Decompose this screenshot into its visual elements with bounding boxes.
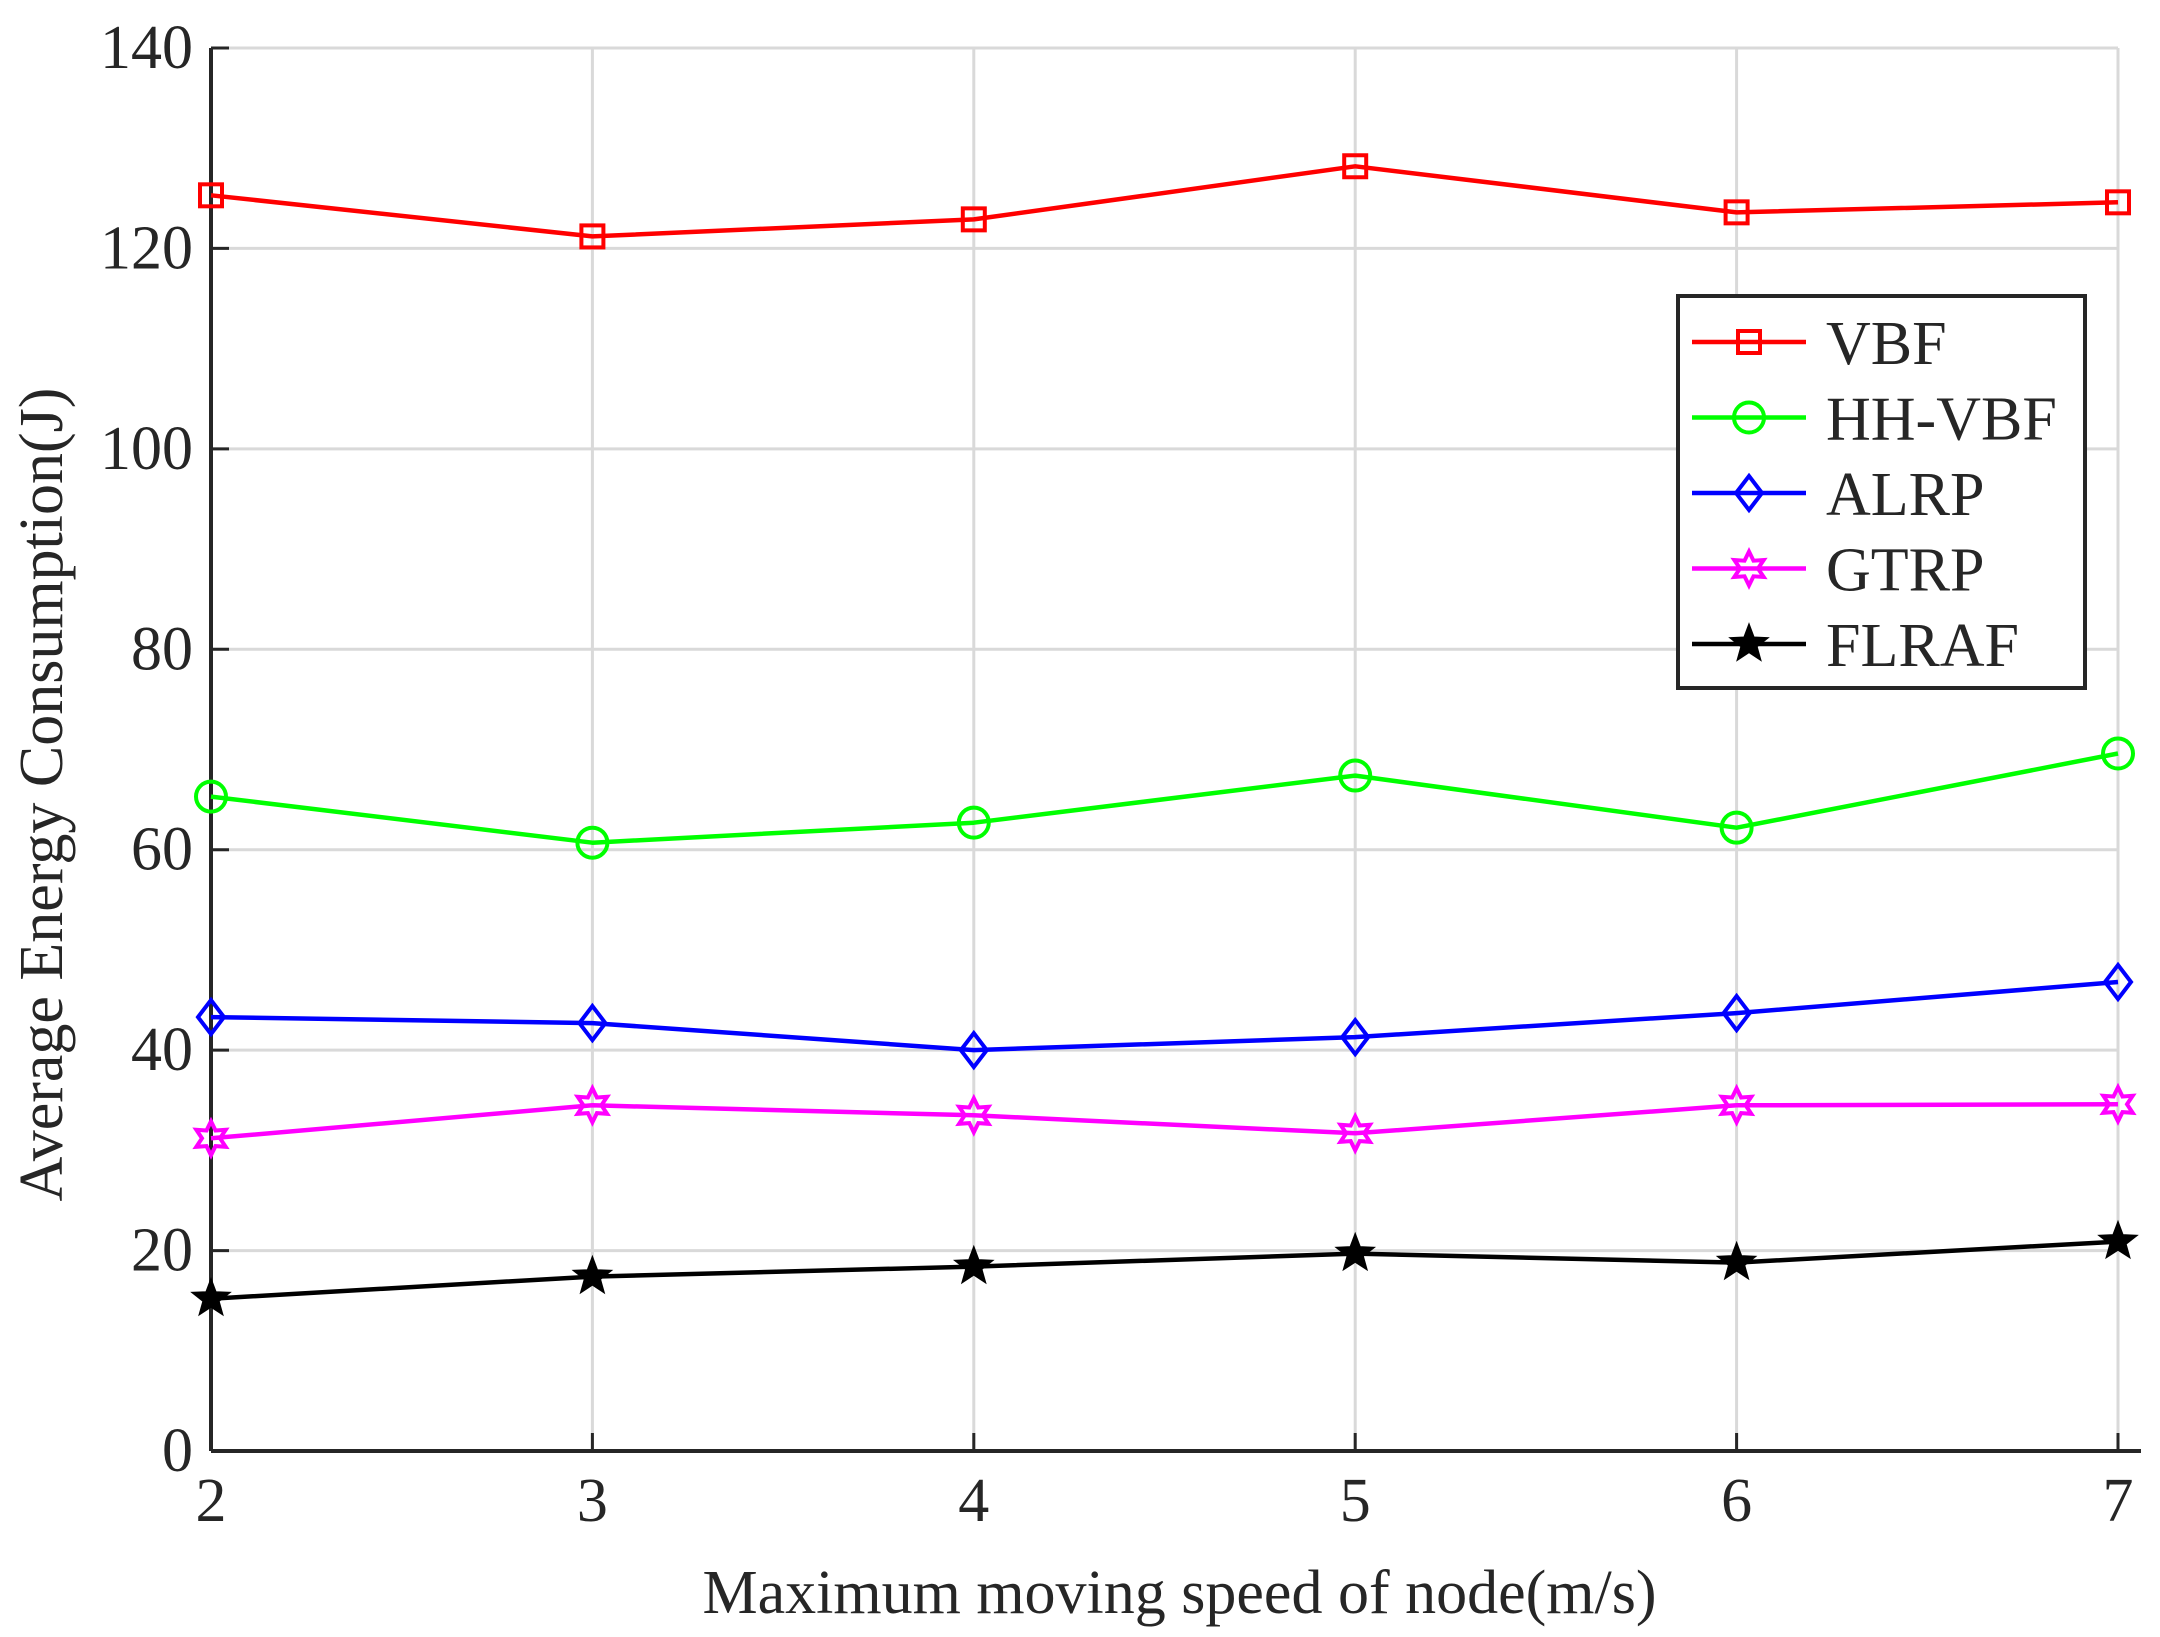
- data-point-flraf: [1334, 1231, 1377, 1272]
- y-tick-label: 60: [131, 816, 193, 884]
- series-flraf: [190, 1219, 2139, 1317]
- y-tick-label: 20: [131, 1217, 193, 1285]
- axes: [209, 46, 2141, 1453]
- y-tick-label: 40: [131, 1016, 193, 1084]
- y-tick-label: 80: [131, 615, 193, 683]
- data-point-alrp: [1721, 992, 1753, 1034]
- legend-label: GTRP: [1826, 537, 1984, 605]
- legend-item-alrp: ALRP: [1692, 461, 1984, 529]
- x-tick-label: 3: [577, 1467, 608, 1535]
- x-tick-label: 4: [958, 1467, 989, 1535]
- data-point-alrp: [958, 1029, 990, 1071]
- series-gtrp: [192, 1082, 2137, 1160]
- data-point-hh-vbf: [2101, 736, 2135, 771]
- data-point-gtrp: [2099, 1082, 2137, 1126]
- data-point-vbf: [2105, 189, 2131, 216]
- series-line-gtrp: [210, 1102, 2119, 1141]
- y-tick-label: 140: [100, 14, 193, 82]
- data-point-vbf: [1342, 153, 1369, 180]
- data-point-flraf: [2097, 1219, 2139, 1260]
- legend-label: HH-VBF: [1826, 386, 2057, 454]
- legend-label: FLRAF: [1826, 612, 2019, 680]
- data-point-gtrp: [1336, 1111, 1374, 1155]
- legend-marker: [1733, 472, 1765, 514]
- data-point-vbf: [198, 182, 224, 209]
- y-tick-label: 0: [162, 1417, 193, 1485]
- legend-label: ALRP: [1826, 461, 1984, 529]
- y-tick-label: 120: [100, 214, 193, 282]
- y-tick-label: 100: [100, 415, 193, 483]
- data-point-hh-vbf: [194, 779, 228, 814]
- data-point-hh-vbf: [575, 825, 610, 860]
- series-line-alrp: [210, 979, 2119, 1053]
- data-point-hh-vbf: [1719, 810, 1754, 845]
- series-line-flraf: [210, 1239, 2119, 1301]
- series-layer: [190, 153, 2139, 1317]
- data-point-flraf: [952, 1244, 995, 1285]
- legend-marker: [1730, 546, 1768, 591]
- data-point-alrp: [195, 996, 227, 1038]
- grid-lines: [209, 46, 2120, 1453]
- data-point-vbf: [1723, 199, 1750, 226]
- legend-marker: [1728, 622, 1770, 662]
- legend-item-hh-vbf: HH-VBF: [1692, 386, 2057, 454]
- legend: VBF HH-VBF ALRP GTRP FLRAF: [1676, 294, 2087, 690]
- data-point-hh-vbf: [1338, 758, 1373, 793]
- data-point-gtrp: [955, 1093, 993, 1137]
- data-point-vbf: [960, 206, 987, 233]
- x-tick-label: 6: [1721, 1467, 1752, 1535]
- data-point-flraf: [1715, 1240, 1758, 1281]
- data-point-flraf: [571, 1254, 614, 1295]
- data-point-alrp: [576, 1002, 608, 1044]
- y-axis-label: Average Energy Consumption(J): [8, 388, 76, 1202]
- x-tick-label: 7: [2103, 1467, 2134, 1535]
- data-point-gtrp: [1717, 1083, 1756, 1127]
- data-point-gtrp: [573, 1083, 612, 1127]
- data-point-gtrp: [192, 1116, 230, 1160]
- data-point-alrp: [2102, 961, 2134, 1003]
- legend-item-vbf: VBF: [1692, 310, 1947, 378]
- series-line-hh-vbf: [210, 751, 2119, 845]
- data-point-alrp: [1339, 1016, 1371, 1058]
- legend-item-gtrp: GTRP: [1692, 537, 1984, 605]
- x-tick-label: 2: [196, 1467, 227, 1535]
- x-tick-label: 5: [1340, 1467, 1371, 1535]
- series-alrp: [195, 961, 2134, 1071]
- tick-labels: 2 3 4 5 6 7 0 20 40 60 80 100 120 140: [100, 14, 2134, 1535]
- series-vbf: [198, 153, 2131, 250]
- series-hh-vbf: [194, 736, 2135, 860]
- series-line-vbf: [210, 164, 2119, 239]
- legend-marker: [1736, 329, 1762, 355]
- legend-marker: [1732, 400, 1766, 435]
- data-point-vbf: [579, 223, 606, 250]
- legend-item-flraf: FLRAF: [1692, 612, 2019, 680]
- x-axis-label: Maximum moving speed of node(m/s): [703, 1559, 1657, 1627]
- legend-label: VBF: [1826, 310, 1947, 378]
- data-point-hh-vbf: [956, 805, 991, 840]
- data-point-flraf: [190, 1276, 232, 1317]
